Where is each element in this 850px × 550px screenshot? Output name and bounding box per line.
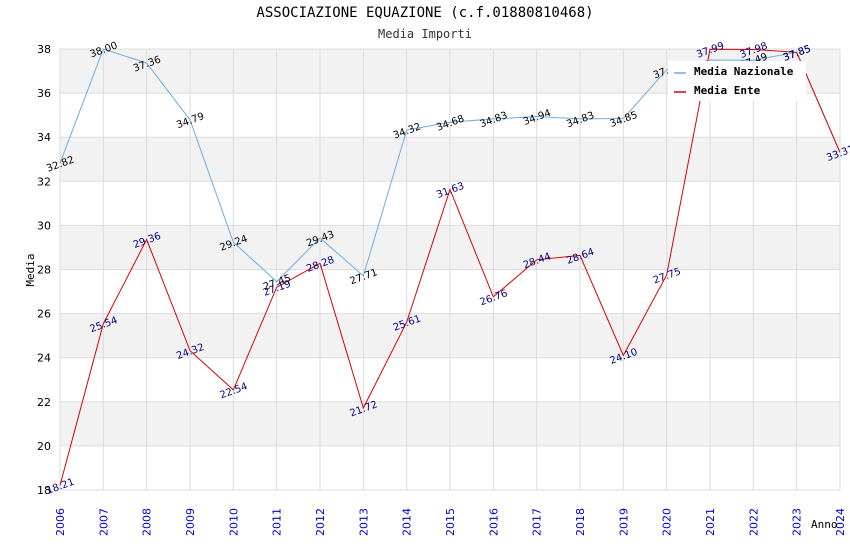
x-axis-title: Anno (811, 518, 838, 531)
legend-label-nazionale: Media Nazionale (694, 65, 794, 78)
series-lines (59, 48, 841, 486)
legend-box (668, 61, 806, 101)
x-tick-label: 2010 (227, 508, 240, 536)
x-tick-label: 2021 (704, 508, 717, 536)
y-tick-label: 24 (37, 352, 51, 365)
y-tick-label: 30 (37, 219, 51, 232)
y-axis-ticks: 18 20 22 24 26 28 30 32 34 36 38 (37, 43, 51, 497)
x-tick-label: 2018 (574, 508, 587, 536)
y-tick-label: 28 (37, 264, 51, 277)
legend: Media Nazionale Media Ente (668, 61, 806, 101)
x-tick-label: 2020 (661, 508, 674, 536)
legend-label-ente: Media Ente (694, 84, 761, 97)
x-tick-label: 2006 (54, 508, 67, 536)
x-tick-label: 2013 (357, 508, 370, 536)
y-tick-label: 26 (37, 308, 51, 321)
x-tick-label: 2008 (141, 508, 154, 536)
series-line-ente (59, 48, 841, 486)
x-tick-label: 2017 (531, 508, 544, 536)
x-axis-ticks: 2006 2007 2008 2009 2010 2011 2012 2013 2014 2015… (54, 508, 847, 536)
y-tick-label: 20 (37, 440, 51, 453)
y-tick-label: 22 (37, 396, 51, 409)
x-tick-label: 2011 (271, 508, 284, 536)
x-tick-label: 2014 (401, 508, 414, 536)
x-tick-label: 2015 (444, 508, 457, 536)
x-tick-label: 2024 (834, 508, 847, 536)
y-axis-title: Media (24, 253, 37, 286)
y-tick-label: 38 (37, 43, 51, 56)
x-tick-label: 2016 (487, 508, 500, 536)
y-tick-label: 18 (37, 484, 51, 497)
x-tick-label: 2019 (617, 508, 630, 536)
series-line-nazionale (59, 48, 841, 283)
chart-title: ASSOCIAZIONE EQUAZIONE (c.f.01880810468) (256, 5, 594, 21)
x-tick-label: 2007 (97, 508, 110, 536)
x-tick-label: 2012 (314, 508, 327, 536)
chart-subtitle: Media Importi (378, 27, 472, 41)
x-tick-label: 2023 (791, 508, 804, 536)
y-tick-label: 32 (37, 175, 51, 188)
x-tick-label: 2009 (184, 508, 197, 536)
x-tick-label: 2022 (747, 508, 760, 536)
grid-lines (59, 48, 841, 491)
y-tick-label: 34 (37, 131, 51, 144)
y-tick-label: 36 (37, 87, 51, 100)
